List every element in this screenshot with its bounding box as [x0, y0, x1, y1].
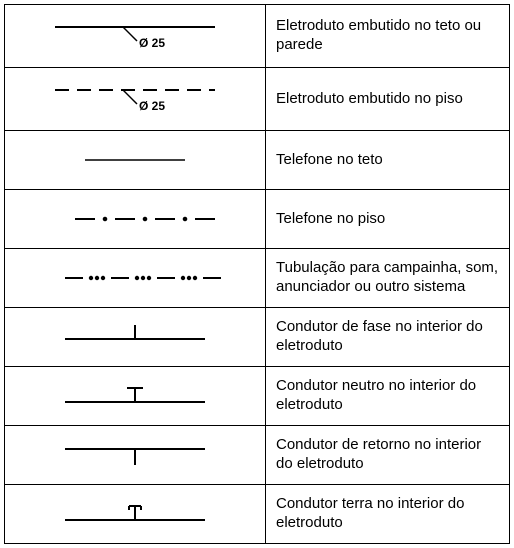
- symbol-cell: Ø 25: [5, 68, 266, 131]
- symbol-cell: Ø 25: [5, 5, 266, 68]
- table-row: Condutor neutro no interior do eletrodut…: [5, 367, 510, 426]
- table-row: Ø 25 Eletroduto embutido no teto ou pare…: [5, 5, 510, 68]
- symbol-cell: [5, 308, 266, 367]
- symbol-cell: [5, 131, 266, 190]
- description-cell: Condutor de fase no interior do eletrodu…: [266, 308, 510, 367]
- description-cell: Eletroduto embutido no piso: [266, 68, 510, 131]
- symbol-tubulacao-campainha: [25, 256, 245, 300]
- symbol-eletroduto-teto-parede: Ø 25: [25, 11, 245, 61]
- table-row: Telefone no teto: [5, 131, 510, 190]
- symbol-cell: [5, 367, 266, 426]
- symbol-cell: [5, 249, 266, 308]
- table-row: Condutor de fase no interior do eletrodu…: [5, 308, 510, 367]
- table-row: Telefone no piso: [5, 190, 510, 249]
- description-cell: Condutor terra no interior do eletroduto: [266, 485, 510, 544]
- table-row: Condutor terra no interior do eletroduto: [5, 485, 510, 544]
- legend-table: Ø 25 Eletroduto embutido no teto ou pare…: [4, 4, 510, 544]
- diameter-label: Ø 25: [139, 36, 165, 50]
- description-cell: Condutor de retorno no interior do eletr…: [266, 426, 510, 485]
- symbol-condutor-terra: [25, 492, 245, 536]
- description-cell: Condutor neutro no interior do eletrodut…: [266, 367, 510, 426]
- symbol-cell: [5, 190, 266, 249]
- symbol-telefone-piso: [25, 201, 245, 237]
- description-cell: Telefone no teto: [266, 131, 510, 190]
- symbol-condutor-neutro: [25, 374, 245, 418]
- description-cell: Eletroduto embutido no teto ou parede: [266, 5, 510, 68]
- table-row: Condutor de retorno no interior do eletr…: [5, 426, 510, 485]
- diameter-label: Ø 25: [139, 99, 165, 113]
- symbol-cell: [5, 485, 266, 544]
- symbol-telefone-teto: [25, 142, 245, 178]
- symbol-cell: [5, 426, 266, 485]
- symbol-eletroduto-piso: Ø 25: [25, 74, 245, 124]
- description-cell: Tubulação para campainha, som, anunciado…: [266, 249, 510, 308]
- symbol-condutor-fase: [25, 315, 245, 359]
- description-cell: Telefone no piso: [266, 190, 510, 249]
- table-row: Ø 25 Eletroduto embutido no piso: [5, 68, 510, 131]
- table-row: Tubulação para campainha, som, anunciado…: [5, 249, 510, 308]
- symbol-condutor-retorno: [25, 433, 245, 477]
